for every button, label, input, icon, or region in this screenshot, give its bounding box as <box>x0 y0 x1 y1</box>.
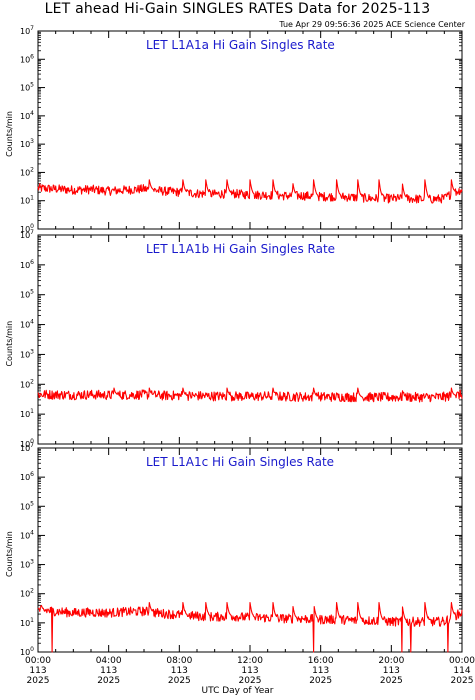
panel-1: 100 101 102 103 104 105 106 107 Counts/min LET L1… <box>5 25 463 234</box>
panel-2: 100 101 102 103 104 105 106 107 Counts/min LET L1… <box>5 229 463 449</box>
y-tick-label: 104 <box>20 110 34 121</box>
x-tick-label: 2025 <box>168 676 191 686</box>
chart-main-title: LET ahead Hi-Gain SINGLES RATES Data for… <box>44 1 431 17</box>
x-tick-label: 2025 <box>309 676 332 686</box>
x-tick-label: 113 <box>100 666 117 676</box>
y-tick-label: 104 <box>20 529 34 540</box>
series-line-3 <box>37 601 463 653</box>
x-tick-label: 2025 <box>97 676 120 686</box>
y-tick-label: 106 <box>20 259 34 270</box>
x-tick-label: 00:00 <box>25 656 51 666</box>
y-tick-label: 106 <box>20 53 34 64</box>
panel-title: LET L1A1a Hi Gain Singles Rate <box>146 38 335 52</box>
x-tick-label: 2025 <box>451 676 474 686</box>
y-tick-label: 107 <box>20 442 34 453</box>
y-tick-label: 102 <box>20 588 34 599</box>
x-tick-label: 113 <box>241 666 258 676</box>
y-tick-label: 103 <box>20 348 34 359</box>
x-tick-label: 113 <box>171 666 188 676</box>
panel-title: LET L1A1c Hi Gain Singles Rate <box>146 455 334 469</box>
y-tick-label: 105 <box>20 289 34 300</box>
panel-title: LET L1A1b Hi Gain Singles Rate <box>146 242 335 256</box>
x-tick-label: 08:00 <box>166 656 192 666</box>
panel-3: 100 101 102 103 104 105 106 107 Counts/min LET L1… <box>5 442 463 657</box>
x-tick-label: 2025 <box>239 676 262 686</box>
x-tick-label: 12:00 <box>237 656 263 666</box>
y-tick-label: 107 <box>20 229 34 240</box>
y-axis-label: Counts/min <box>5 111 14 157</box>
x-tick-label: 113 <box>312 666 329 676</box>
x-tick-label: 114 <box>453 666 470 676</box>
x-tick-label: 04:00 <box>96 656 122 666</box>
y-tick-label: 105 <box>20 82 34 93</box>
y-tick-label: 100 <box>20 438 34 449</box>
y-tick-label: 105 <box>20 500 34 511</box>
plot-frame <box>37 234 463 445</box>
y-tick-label: 107 <box>20 25 34 36</box>
x-tick-label: 2025 <box>27 676 50 686</box>
series-line-1 <box>37 179 463 204</box>
y-tick-label: 102 <box>20 378 34 389</box>
y-tick-label: 101 <box>20 195 34 206</box>
y-tick-label: 103 <box>20 138 34 149</box>
x-axis-title: UTC Day of Year <box>201 686 274 696</box>
y-axis-label: Counts/min <box>5 321 14 367</box>
y-tick-label: 104 <box>20 319 34 330</box>
x-tick-label: 2025 <box>380 676 403 686</box>
x-tick-label: 20:00 <box>378 656 404 666</box>
y-tick-label: 101 <box>20 408 34 419</box>
y-tick-label: 101 <box>20 617 34 628</box>
x-tick-label: 113 <box>29 666 46 676</box>
series-line-2 <box>37 387 463 403</box>
y-tick-label: 103 <box>20 559 34 570</box>
x-tick-label: 113 <box>383 666 400 676</box>
x-tick-label: 00:00 <box>449 656 475 666</box>
y-axis-label: Counts/min <box>5 531 14 577</box>
y-tick-label: 100 <box>20 223 34 234</box>
y-tick-label: 106 <box>20 471 34 482</box>
y-tick-label: 102 <box>20 166 34 177</box>
y-tick-label: 100 <box>20 646 34 657</box>
x-tick-label: 16:00 <box>308 656 334 666</box>
generation-timestamp: Tue Apr 29 09:56:36 2025 ACE Science Cen… <box>279 20 465 29</box>
